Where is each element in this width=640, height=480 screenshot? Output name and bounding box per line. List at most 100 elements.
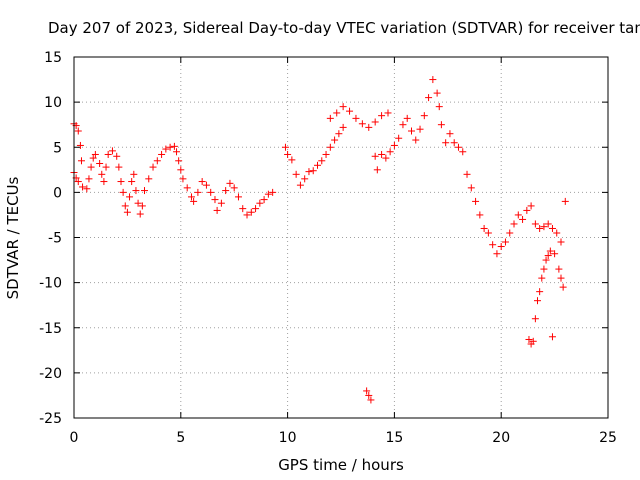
data-point bbox=[149, 163, 157, 171]
data-point bbox=[365, 391, 373, 399]
data-point bbox=[115, 163, 123, 171]
data-point bbox=[87, 163, 95, 171]
data-point bbox=[138, 202, 146, 210]
data-point bbox=[540, 223, 548, 231]
data-point bbox=[459, 148, 467, 156]
data-point bbox=[433, 89, 441, 97]
data-point bbox=[326, 143, 334, 151]
data-point bbox=[467, 184, 475, 192]
data-point bbox=[173, 148, 181, 156]
data-point bbox=[305, 168, 313, 176]
data-point bbox=[446, 130, 454, 138]
data-point bbox=[202, 181, 210, 189]
data-point bbox=[548, 333, 556, 341]
data-point bbox=[536, 288, 544, 296]
data-point bbox=[371, 152, 379, 160]
data-point bbox=[551, 250, 559, 258]
data-point bbox=[183, 184, 191, 192]
x-tick-label: 10 bbox=[279, 430, 297, 446]
data-point bbox=[557, 274, 565, 282]
data-point bbox=[352, 114, 360, 122]
data-point bbox=[335, 130, 343, 138]
data-point bbox=[309, 167, 317, 175]
data-point bbox=[145, 175, 153, 183]
data-point bbox=[403, 114, 411, 122]
data-point bbox=[119, 188, 127, 196]
data-point bbox=[395, 134, 403, 142]
data-point bbox=[371, 118, 379, 126]
chart-title: Day 207 of 2023, Sidereal Day-to-day VTE… bbox=[48, 19, 640, 37]
data-point bbox=[489, 241, 497, 249]
data-point bbox=[442, 139, 450, 147]
data-point bbox=[234, 193, 242, 201]
data-point bbox=[484, 229, 492, 237]
data-point bbox=[557, 238, 565, 246]
data-point bbox=[384, 109, 392, 117]
data-point bbox=[559, 283, 567, 291]
data-point bbox=[126, 193, 134, 201]
data-point bbox=[230, 184, 238, 192]
data-point bbox=[194, 188, 202, 196]
data-point bbox=[358, 120, 366, 128]
data-point bbox=[527, 202, 535, 210]
data-point bbox=[256, 199, 264, 207]
data-point bbox=[555, 265, 563, 273]
data-point bbox=[170, 142, 178, 150]
data-point bbox=[77, 157, 85, 165]
data-point bbox=[525, 335, 533, 343]
data-point bbox=[284, 150, 292, 158]
data-point bbox=[166, 143, 174, 151]
data-point bbox=[292, 170, 300, 178]
data-point bbox=[175, 157, 183, 165]
data-point bbox=[136, 210, 144, 218]
x-tick-label: 0 bbox=[70, 430, 79, 446]
data-point bbox=[480, 224, 488, 232]
data-point bbox=[314, 161, 322, 169]
data-point bbox=[296, 181, 304, 189]
data-point bbox=[74, 127, 82, 135]
data-point bbox=[89, 154, 97, 162]
y-tick-label: -15 bbox=[39, 321, 62, 337]
y-tick-label: -20 bbox=[39, 366, 62, 382]
data-point bbox=[98, 170, 106, 178]
data-point bbox=[140, 187, 148, 195]
data-point bbox=[121, 202, 129, 210]
data-point bbox=[326, 114, 334, 122]
data-point bbox=[538, 274, 546, 282]
y-tick-label: 10 bbox=[44, 95, 62, 111]
data-point bbox=[407, 127, 415, 135]
data-point bbox=[243, 211, 251, 219]
x-tick-labels: 0 5 10 15 20 25 bbox=[70, 430, 617, 446]
data-point bbox=[531, 220, 539, 228]
data-point bbox=[472, 197, 480, 205]
data-point bbox=[158, 150, 166, 158]
data-point bbox=[542, 256, 550, 264]
data-point bbox=[378, 112, 386, 120]
x-tick-label: 25 bbox=[599, 430, 617, 446]
data-point bbox=[102, 163, 110, 171]
data-point bbox=[322, 150, 330, 158]
data-point bbox=[412, 136, 420, 144]
data-point bbox=[450, 139, 458, 147]
data-point bbox=[510, 220, 518, 228]
data-point bbox=[117, 178, 125, 186]
data-point bbox=[339, 123, 347, 131]
data-point bbox=[346, 107, 354, 115]
data-point bbox=[399, 121, 407, 129]
data-point bbox=[536, 224, 544, 232]
data-point bbox=[339, 103, 347, 111]
data-point bbox=[501, 238, 509, 246]
data-point bbox=[217, 199, 225, 207]
data-point bbox=[213, 206, 221, 214]
data-point bbox=[252, 205, 260, 213]
data-point bbox=[123, 208, 131, 216]
data-point bbox=[83, 185, 91, 193]
data-point bbox=[437, 121, 445, 129]
grid bbox=[74, 57, 608, 418]
data-point bbox=[264, 190, 272, 198]
data-point bbox=[177, 166, 185, 174]
data-point bbox=[281, 143, 289, 151]
data-point bbox=[373, 166, 381, 174]
y-tick-label: 0 bbox=[53, 185, 62, 201]
